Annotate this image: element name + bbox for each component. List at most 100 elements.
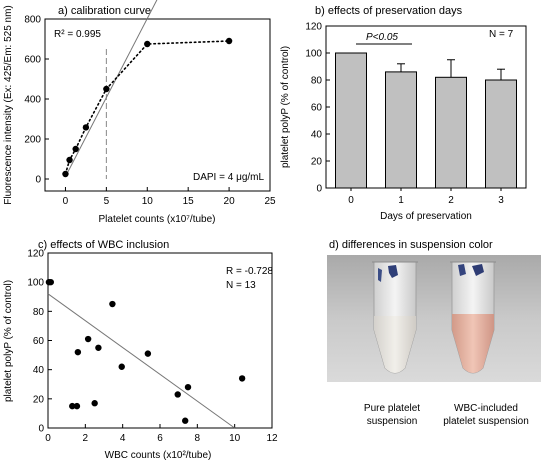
panel-c-data-point bbox=[109, 300, 116, 308]
panel-b-bar bbox=[435, 76, 467, 189]
panel-a-x-label: Platelet counts (x10⁷/tube) bbox=[98, 214, 215, 225]
panel-c-fit-line bbox=[47, 293, 235, 429]
panel-a-data-point bbox=[72, 145, 79, 153]
panel-c: c) effects of WBC inclusion 020406080100… bbox=[3, 239, 278, 461]
panel-a-y-tick-label: 0 bbox=[35, 175, 41, 186]
panel-c-data-point bbox=[118, 363, 125, 370]
panel-c-data-point bbox=[69, 402, 76, 410]
panel-c-data-point bbox=[74, 348, 82, 356]
panel-c-y-label: platelet polyP (% of control) bbox=[3, 280, 14, 402]
panel-b-y-tick-label: 80 bbox=[311, 76, 323, 87]
panel-b-y-tick-label: 120 bbox=[305, 22, 322, 33]
panel-c-data-point bbox=[47, 278, 54, 286]
panel-c-data-point bbox=[144, 350, 152, 357]
panel-c-y-tick-label: 100 bbox=[27, 278, 44, 289]
panel-a-dotted-connector bbox=[64, 40, 230, 175]
panel-a: a) calibration curve 0 200 400 600 800 0 5 10 1… bbox=[3, 0, 276, 225]
panel-a-data-point bbox=[225, 37, 233, 45]
panel-b-x-tick-label: 1 bbox=[398, 195, 404, 206]
panel-c-r-annotation: R = -0.728 bbox=[226, 266, 273, 277]
panel-a-lines bbox=[64, 0, 230, 179]
panel-b-y-label: platelet polyP (% of control) bbox=[280, 46, 291, 168]
panel-c-x-tick-label: 2 bbox=[83, 433, 89, 444]
pure-platelet-caption-line1: Pure platelet bbox=[364, 403, 420, 414]
panel-b-n-annotation: N = 7 bbox=[489, 29, 514, 40]
panel-c-data-point bbox=[84, 335, 92, 343]
panel-a-y-tick-label: 800 bbox=[24, 15, 41, 26]
panel-b: b) effects of preservation days 0 20 40 60 8… bbox=[280, 5, 527, 222]
panel-a-fit-line bbox=[65, 0, 158, 177]
panel-c-x-tick-label: 6 bbox=[157, 433, 163, 444]
panel-c-data-point bbox=[174, 391, 181, 398]
panel-c-y-tick-label: 80 bbox=[33, 307, 45, 318]
panel-c-data-point bbox=[182, 417, 189, 424]
panel-a-title: a) calibration curve bbox=[58, 5, 151, 17]
panel-a-data-point bbox=[62, 170, 69, 178]
panel-a-dapi-annotation: DAPI = 4 μg/mL bbox=[193, 172, 265, 183]
panel-c-x-tick-label: 12 bbox=[266, 433, 278, 444]
panel-c-y-tick-label: 120 bbox=[27, 249, 44, 260]
panel-a-x-tick-label: 15 bbox=[183, 196, 195, 207]
panel-c-x-tick-label: 0 bbox=[45, 433, 51, 444]
panel-c-y-tick-label: 0 bbox=[38, 424, 44, 435]
panel-a-y-label: Fluorescence intensity (Ex: 425/Em: 525 … bbox=[3, 5, 14, 205]
panel-a-x-tick-label: 25 bbox=[264, 196, 276, 207]
panel-c-x-tick-label: 8 bbox=[195, 433, 201, 444]
panel-c-x-label: WBC counts (x10²/tube) bbox=[105, 450, 212, 461]
pure-platelet-tube-image bbox=[372, 261, 418, 374]
panel-d: d) differences in suspension color Pure … bbox=[327, 239, 541, 427]
suspension-photo-background bbox=[327, 255, 541, 382]
panel-a-x-tick-label: 10 bbox=[142, 196, 154, 207]
panel-c-points bbox=[45, 278, 246, 424]
panel-a-x-tick-label: 5 bbox=[104, 196, 110, 207]
panel-c-x-tick-label: 4 bbox=[120, 433, 126, 444]
panel-c-y-axis: 0 20 40 60 80 100 120 bbox=[27, 249, 52, 435]
panel-c-y-tick-label: 60 bbox=[33, 336, 45, 347]
panel-a-plot-frame bbox=[44, 18, 271, 192]
panel-a-data-point bbox=[103, 85, 110, 93]
panel-a-data-point bbox=[82, 124, 90, 131]
panel-c-data-point bbox=[184, 383, 192, 391]
panel-a-r2-annotation: R² = 0.995 bbox=[54, 29, 101, 40]
panel-a-y-tick-label: 400 bbox=[24, 95, 41, 106]
panel-b-bars bbox=[335, 52, 517, 189]
panel-a-y-tick-label: 600 bbox=[24, 55, 41, 66]
panel-b-bar bbox=[485, 79, 517, 189]
panel-b-x-tick-label: 3 bbox=[498, 195, 504, 206]
panel-b-y-tick-label: 100 bbox=[305, 49, 322, 60]
panel-a-x-tick-label: 20 bbox=[224, 196, 236, 207]
panel-a-data-point bbox=[144, 40, 151, 48]
panel-a-data-point bbox=[66, 156, 73, 164]
panel-b-y-axis: 0 20 40 60 80 100 120 bbox=[305, 22, 330, 195]
panel-b-x-label: Days of preservation bbox=[380, 211, 472, 222]
panel-a-x-axis: 0 5 10 15 20 25 bbox=[63, 187, 276, 207]
panel-b-p-annotation: P<0.05 bbox=[366, 32, 398, 43]
wbc-included-caption-line2: platelet suspension bbox=[443, 416, 529, 427]
panel-c-data-point bbox=[238, 375, 246, 382]
panel-c-title: c) effects of WBC inclusion bbox=[38, 239, 169, 251]
panel-c-y-tick-label: 20 bbox=[33, 394, 45, 405]
panel-d-title: d) differences in suspension color bbox=[329, 239, 493, 251]
panel-b-y-tick-label: 40 bbox=[311, 130, 323, 141]
panel-c-n-annotation: N = 13 bbox=[226, 280, 256, 291]
panel-a-y-axis: 0 200 400 600 800 bbox=[24, 15, 49, 186]
panel-a-points bbox=[62, 37, 233, 178]
panel-b-bar bbox=[385, 71, 417, 189]
panel-b-title: b) effects of preservation days bbox=[315, 5, 463, 17]
wbc-included-caption-line1: WBC-included bbox=[454, 403, 518, 414]
pure-platelet-caption-line2: suspension bbox=[367, 416, 418, 427]
wbc-included-tube-image bbox=[450, 261, 496, 374]
panel-c-y-tick-label: 40 bbox=[33, 365, 45, 376]
panel-c-data-point bbox=[95, 344, 102, 351]
panel-c-data-point bbox=[91, 400, 98, 407]
panel-c-data-point bbox=[73, 402, 81, 410]
panel-b-y-tick-label: 60 bbox=[311, 103, 323, 114]
panel-c-x-tick-label: 10 bbox=[229, 433, 241, 444]
panel-b-y-tick-label: 20 bbox=[311, 157, 323, 168]
panel-c-x-axis: 0 2 4 6 8 10 12 bbox=[45, 424, 278, 444]
panel-a-y-tick-label: 200 bbox=[24, 135, 41, 146]
panel-b-x-tick-label: 2 bbox=[448, 195, 454, 206]
panel-c-lines bbox=[47, 293, 235, 429]
panel-b-y-tick-label: 0 bbox=[316, 184, 322, 195]
